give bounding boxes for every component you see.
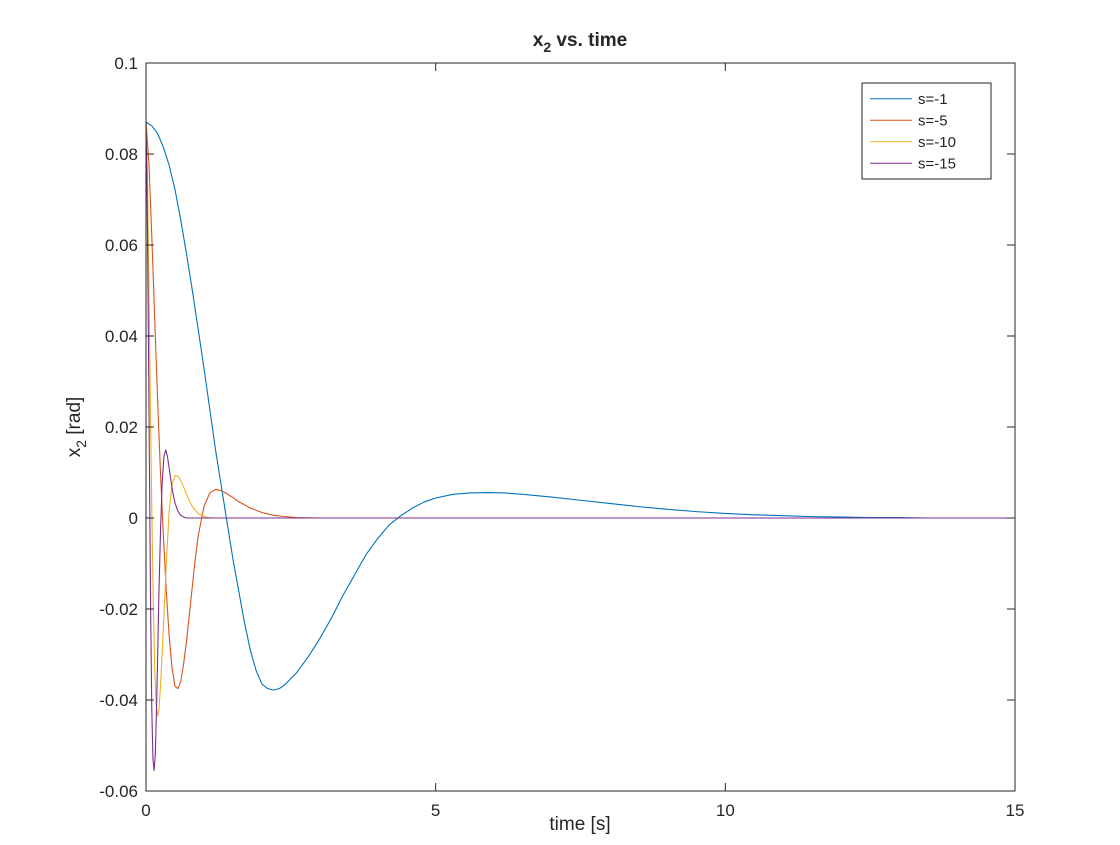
series-line-4	[145, 122, 1015, 772]
axes-box	[145, 62, 1016, 792]
x-tick-label: 10	[716, 801, 735, 820]
x-tick-label: 5	[431, 801, 440, 820]
series-layer	[145, 121, 1015, 772]
legend-label: s=-1	[918, 91, 948, 108]
y-tick-label: 0.04	[105, 327, 138, 346]
x-tick-label: 0	[141, 801, 150, 820]
y-tick-label: 0.08	[105, 145, 138, 164]
y-tick-label: -0.02	[99, 600, 138, 619]
chart-title: x2 vs. time	[533, 30, 627, 55]
y-axis-label: x2 [rad]	[64, 397, 89, 458]
legend-label: s=-5	[918, 112, 948, 129]
legend: s=-1 s=-5 s=-10 s=-15	[861, 82, 992, 180]
series-line-1	[145, 121, 1015, 691]
legend-label: s=-15	[918, 155, 956, 172]
y-tick-label: 0	[129, 509, 138, 528]
y-tick-label: 0.06	[105, 236, 138, 255]
y-tick-label: 0.1	[114, 54, 138, 73]
y-tick-label: -0.06	[99, 782, 138, 801]
x-tick-label: 15	[1006, 801, 1025, 820]
plot-area	[146, 63, 1015, 791]
y-tick-label: 0.02	[105, 418, 138, 437]
legend-label: s=-10	[918, 134, 956, 151]
x-axis-label: time [s]	[549, 814, 610, 835]
y-tick-label: -0.04	[99, 691, 138, 710]
